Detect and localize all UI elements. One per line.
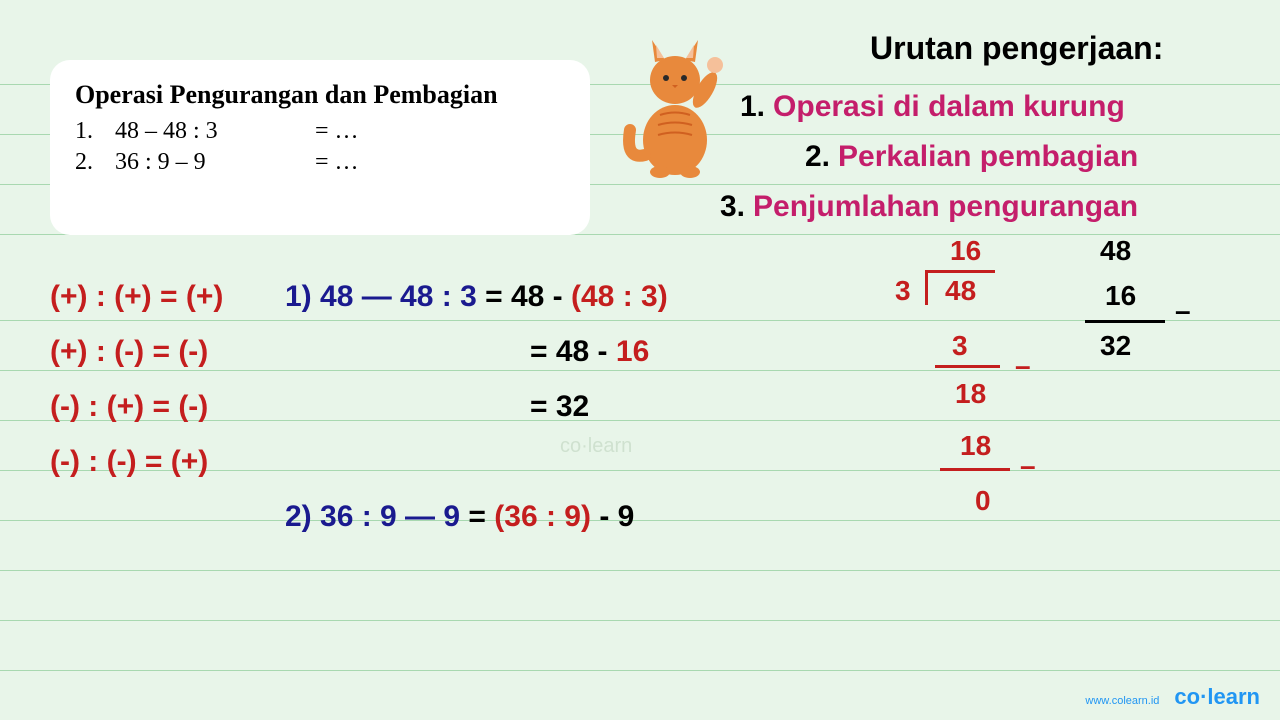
sub-result: 32 (1100, 330, 1131, 362)
division-step: 18 (960, 430, 991, 462)
division-bracket (925, 270, 995, 305)
sign-rule: (+) : (+) = (+) (50, 280, 223, 314)
division-remainder: 0 (975, 485, 991, 517)
problem-title: Operasi Pengurangan dan Pembagian (75, 80, 565, 110)
rules-title: Urutan pengerjaan: (870, 30, 1163, 67)
problem-line: 1.48 – 48 : 3= … (75, 118, 565, 145)
sign-rule: (-) : (+) = (-) (50, 390, 208, 424)
work-step: 1) 48 — 48 : 3 = 48 - (48 : 3) (285, 280, 668, 314)
quotient: 16 (950, 235, 981, 267)
work-step: 2) 36 : 9 — 9 = (36 : 9) - 9 (285, 500, 634, 534)
minus-sign: – (1020, 450, 1036, 482)
footer-url: www.colearn.id (1085, 695, 1159, 707)
sign-rule: (+) : (-) = (-) (50, 335, 208, 369)
sub-subtrahend: 16 (1105, 280, 1136, 312)
sign-rule: (-) : (-) = (+) (50, 445, 208, 479)
rule-item: 3.Penjumlahan pengurangan (720, 190, 1138, 224)
watermark: co·learn (560, 435, 632, 458)
division-line (940, 468, 1010, 471)
division-line (935, 365, 1000, 368)
minus-sign: – (1175, 295, 1191, 327)
rule-item: 2.Perkalian pembagian (805, 140, 1138, 174)
footer-logo: co·learn (1174, 684, 1260, 710)
sub-line (1085, 320, 1165, 323)
cat-illustration (620, 20, 740, 185)
problem-box: Operasi Pengurangan dan Pembagian 1.48 –… (50, 60, 590, 235)
work-step: = 48 - 16 (530, 335, 649, 369)
minus-sign: – (1015, 350, 1031, 382)
problem-line: 2.36 : 9 – 9= … (75, 149, 565, 176)
rule-item: 1.Operasi di dalam kurung (740, 90, 1125, 124)
divisor: 3 (895, 275, 911, 307)
work-step: = 32 (530, 390, 589, 424)
division-step: 3 (952, 330, 968, 362)
footer: www.colearn.id co·learn (1085, 684, 1260, 710)
sub-minuend: 48 (1100, 235, 1131, 267)
division-step: 18 (955, 378, 986, 410)
